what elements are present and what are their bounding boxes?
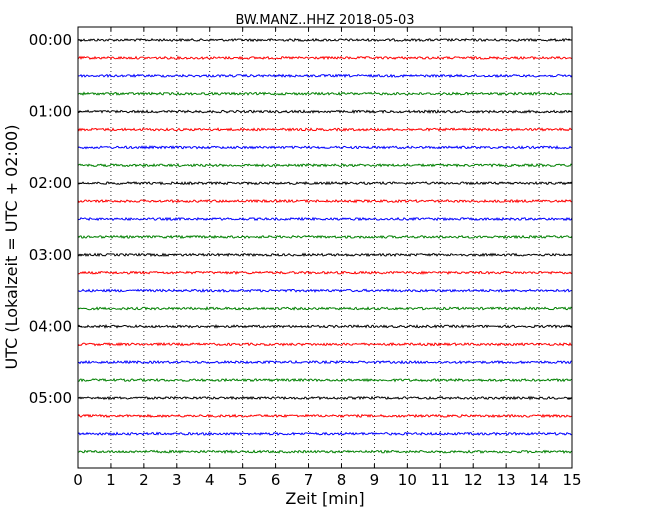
x-tick-label: 12: [464, 471, 483, 489]
trace-0000: [77, 37, 573, 43]
trace-0500: [77, 395, 573, 401]
trace-0045: [77, 91, 573, 96]
x-tick-label: 4: [205, 471, 215, 489]
trace-0130: [77, 145, 573, 150]
trace-0400: [77, 324, 573, 329]
trace-0430: [77, 359, 573, 365]
trace-0300: [77, 252, 573, 258]
x-tick-label: 14: [530, 471, 549, 489]
trace-0245: [77, 234, 573, 240]
trace-0345: [77, 306, 573, 311]
y-tick-label: 05:00: [29, 389, 72, 407]
trace-0515: [77, 413, 573, 419]
x-tick-label: 5: [238, 471, 248, 489]
trace-0145: [77, 163, 573, 168]
x-tick-label: 0: [73, 471, 83, 489]
x-tick-label: 8: [337, 471, 347, 489]
trace-0530: [77, 431, 573, 437]
trace-0100: [77, 109, 573, 114]
x-axis-label: Zeit [min]: [285, 489, 364, 508]
x-tick-label: 15: [562, 471, 581, 489]
y-axis-label: UTC (Lokalzeit = UTC + 02:00): [2, 125, 21, 370]
trace-0315: [77, 270, 573, 276]
y-tick-label: 03:00: [29, 246, 72, 264]
x-tick-label: 2: [139, 471, 149, 489]
trace-0015: [77, 55, 573, 61]
trace-0330: [77, 288, 573, 293]
x-tick-label: 9: [370, 471, 380, 489]
axis-ticks: 0 1 2 3 4 5 6 7 8 9 10 11 12 13 14 1500:0001:0002:0003:…: [29, 27, 582, 489]
chart-title: BW.MANZ..HHZ 2018-05-03: [235, 13, 414, 28]
x-tick-label: 11: [431, 471, 450, 489]
trace-0230: [77, 216, 573, 222]
x-tick-label: 13: [497, 471, 516, 489]
trace-0445: [77, 377, 573, 383]
trace-0215: [77, 198, 573, 204]
trace-0200: [77, 180, 573, 186]
y-tick-label: 04:00: [29, 317, 72, 335]
y-tick-label: 02:00: [29, 174, 72, 192]
x-tick-label: 6: [271, 471, 281, 489]
trace-0415: [77, 342, 573, 347]
plot-area-frame: [77, 26, 573, 469]
x-tick-label: 10: [398, 471, 417, 489]
x-tick-label: 1: [106, 471, 116, 489]
x-tick-label: 3: [172, 471, 182, 489]
grid-lines: [110, 27, 540, 468]
trace-0030: [77, 73, 573, 79]
trace-group: [77, 37, 573, 454]
y-tick-label: 00:00: [29, 31, 72, 49]
x-tick-label: 7: [304, 471, 314, 489]
trace-0545: [77, 449, 573, 454]
y-tick-label: 01:00: [29, 103, 72, 121]
trace-0115: [77, 127, 573, 132]
